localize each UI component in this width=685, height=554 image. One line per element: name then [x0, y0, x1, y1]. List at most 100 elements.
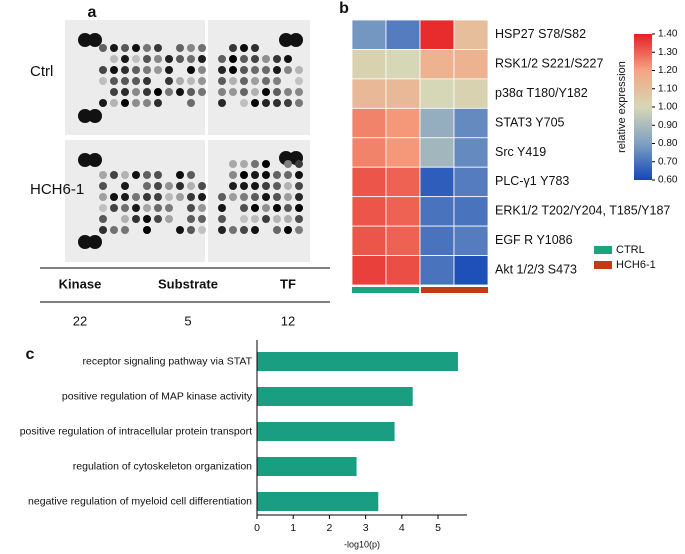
blot-spot [99, 99, 107, 107]
blot-spot [88, 33, 102, 47]
blot-spot [240, 77, 248, 85]
blot-spot [198, 66, 206, 74]
blot-spot [88, 153, 102, 167]
blot-spot [295, 226, 303, 234]
blot-spot [240, 160, 248, 168]
blot-spot [273, 215, 281, 223]
blot-spot [251, 55, 259, 63]
blot-spot [143, 55, 151, 63]
blot-spot [251, 226, 259, 234]
blot-spot [154, 171, 162, 179]
blot-spot [143, 182, 151, 190]
blot-spot [273, 171, 281, 179]
blot-spot [240, 182, 248, 190]
legend-label: CTRL [616, 244, 645, 256]
legend-swatch [594, 246, 612, 254]
blot-spot [99, 226, 107, 234]
colorbar [634, 34, 652, 180]
blot-spot [251, 77, 259, 85]
blot-spot [295, 88, 303, 96]
blot-spot [110, 171, 118, 179]
blot-spot [262, 99, 270, 107]
heatmap-cell [453, 49, 489, 80]
heatmap-cell [453, 196, 489, 227]
blot-spot [132, 99, 140, 107]
blot-images [65, 20, 310, 262]
blot-spot [284, 171, 292, 179]
heatmap-cell [351, 255, 387, 286]
blot-spot [284, 66, 292, 74]
blot-spot [284, 226, 292, 234]
blot-spot [251, 204, 259, 212]
x-tick-label: 1 [290, 522, 296, 534]
blot-spot [218, 88, 226, 96]
blot-spot [262, 77, 270, 85]
blot-spot [165, 182, 173, 190]
heatmap-cell [351, 225, 387, 256]
blot-spot [110, 66, 118, 74]
heatmap-cell [419, 78, 455, 109]
blot-spot [121, 66, 129, 74]
blot-spot [121, 88, 129, 96]
blot-spot [284, 160, 292, 168]
group-bar [421, 287, 488, 293]
blot-spot [154, 88, 162, 96]
blot-spot [154, 66, 162, 74]
row-label: HCH6-1 [30, 181, 84, 198]
table-cell: 22 [73, 313, 87, 328]
row-label: EGF R Y1086 [495, 233, 573, 247]
colorbar-tick-label: 1.40 [658, 29, 678, 40]
colorbar-tick-label: 1.00 [658, 102, 678, 113]
colorbar-tick-label: 1.20 [658, 65, 678, 76]
blot-spot [262, 215, 270, 223]
row-label: PLC-γ1 Y783 [495, 174, 569, 188]
row-label: Src Y419 [495, 145, 546, 159]
blot-spot [154, 215, 162, 223]
heatmap-cell [351, 78, 387, 109]
blot-spot [154, 55, 162, 63]
blot-spot [187, 182, 195, 190]
blot-spot [143, 226, 151, 234]
heatmap-cell [385, 49, 421, 80]
blot-spot [110, 99, 118, 107]
blot-spot [78, 235, 92, 249]
blot-spot [284, 182, 292, 190]
colorbar-tick-label: 1.30 [658, 47, 678, 58]
blot-spot [165, 88, 173, 96]
blot-spot [240, 88, 248, 96]
panel-label: b [339, 0, 349, 17]
blot-spot [229, 171, 237, 179]
heatmap-cell [419, 107, 455, 139]
blot-spot [198, 77, 206, 85]
blot-spot [240, 171, 248, 179]
blot-spot [262, 88, 270, 96]
colorbar-tick-label: 0.80 [658, 138, 678, 149]
blot-spot [165, 66, 173, 74]
blot-spot [78, 33, 92, 47]
blot-spot [132, 215, 140, 223]
blot-spot [187, 66, 195, 74]
blot-spot [121, 171, 129, 179]
blot-spot [187, 204, 195, 212]
category-label: negative regulation of myeloid cell diff… [28, 495, 252, 507]
blot-spot [165, 204, 173, 212]
row-label: Akt 1/2/3 S473 [495, 263, 577, 277]
table-header: TF [280, 276, 296, 291]
heatmap-cell [419, 196, 455, 227]
heatmap-cell [385, 225, 421, 256]
blot-spot [240, 44, 248, 52]
blot-spot [132, 55, 140, 63]
blot-spot [121, 226, 129, 234]
row-label: HSP27 S78/S82 [495, 27, 586, 41]
category-label: regulation of cytoskeleton organization [73, 460, 252, 472]
blot-spot [99, 193, 107, 201]
blot-spot [251, 182, 259, 190]
blot-spot [229, 182, 237, 190]
heatmap-cell [419, 166, 455, 198]
blot-spot [240, 55, 248, 63]
blot-spot [132, 171, 140, 179]
colorbar-tick-label: 1.10 [658, 83, 678, 94]
x-tick-label: 0 [254, 522, 260, 534]
blot-spot [262, 171, 270, 179]
blot-spot [295, 99, 303, 107]
